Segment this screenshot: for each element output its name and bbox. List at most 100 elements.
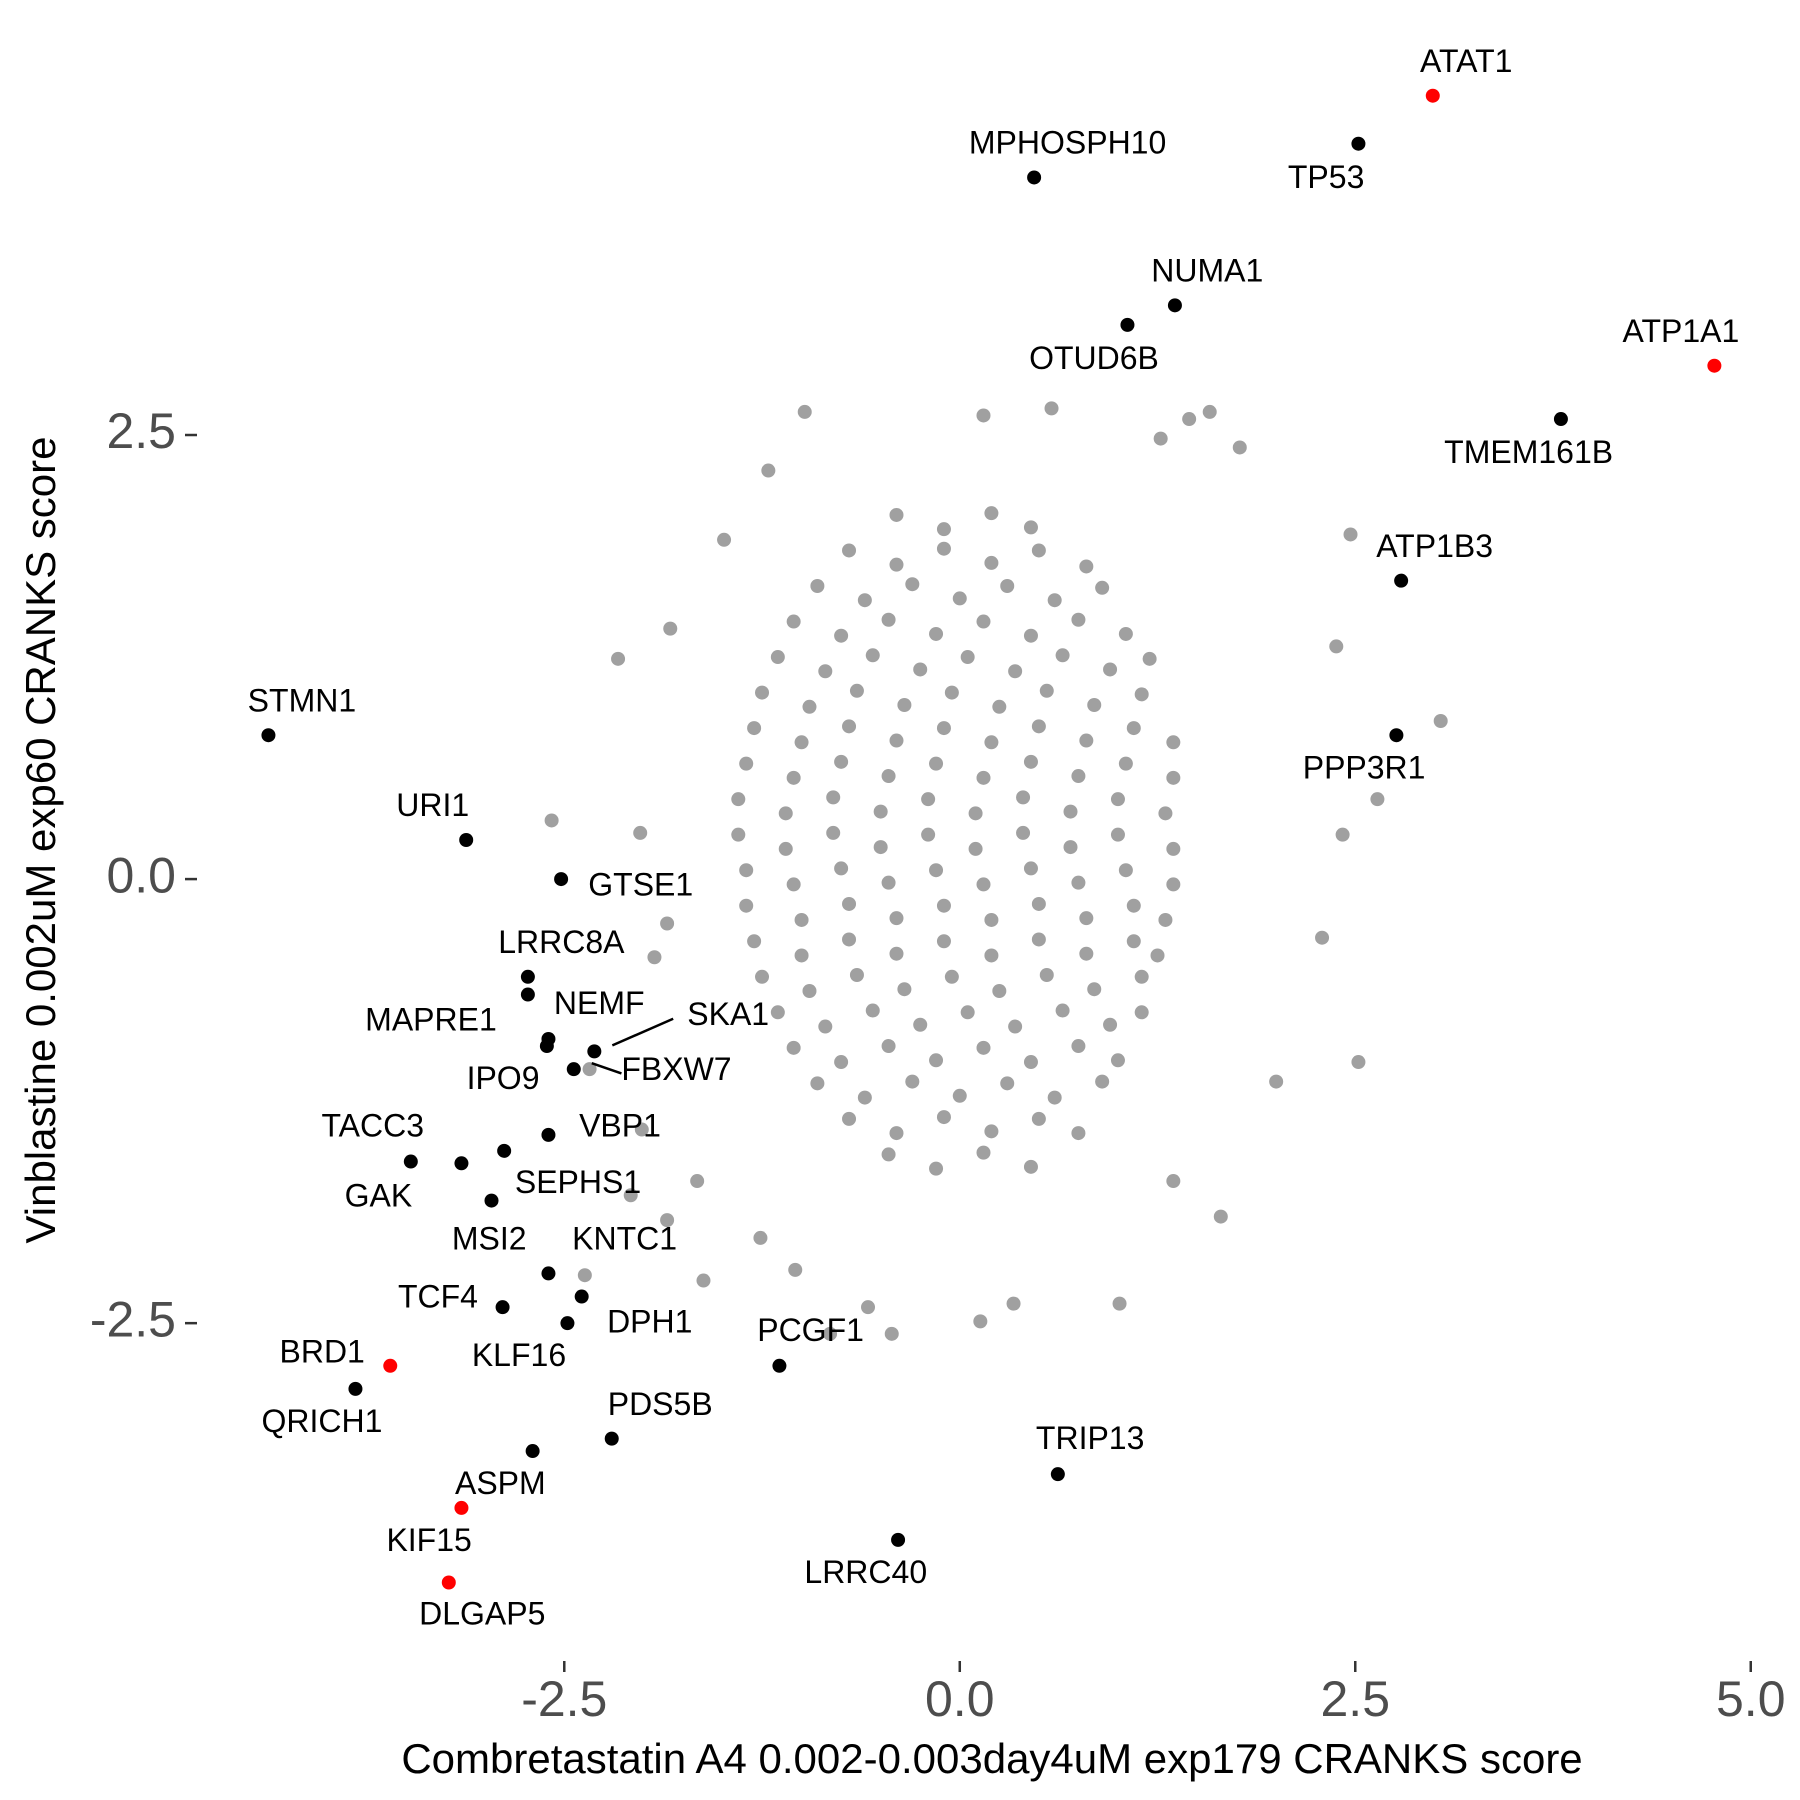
point	[889, 733, 904, 748]
point	[944, 969, 959, 984]
point-label: NUMA1	[1151, 252, 1263, 288]
point	[857, 1090, 872, 1105]
point	[1071, 1039, 1086, 1054]
point	[1031, 543, 1046, 558]
point	[1433, 713, 1448, 728]
point	[634, 1122, 649, 1137]
point	[1158, 806, 1173, 821]
point	[936, 898, 951, 913]
point-label: ATP1B3	[1376, 528, 1493, 564]
point	[1182, 412, 1197, 427]
point-label: PDS5B	[608, 1386, 713, 1422]
point	[1158, 912, 1173, 927]
point	[1118, 626, 1133, 641]
point	[786, 1040, 801, 1055]
point	[1079, 911, 1094, 926]
point	[936, 541, 951, 556]
point	[810, 578, 825, 593]
point-label: TMEM161B	[1444, 434, 1613, 470]
point-label: SEPHS1	[515, 1164, 641, 1200]
point	[1031, 1111, 1046, 1126]
point	[1213, 1209, 1228, 1224]
point	[544, 813, 559, 828]
point	[1016, 825, 1031, 840]
point	[842, 719, 857, 734]
point	[1126, 934, 1141, 949]
x-axis-title: Combretastatin A4 0.002-0.003day4uM exp1…	[401, 1735, 1582, 1782]
point	[913, 662, 928, 677]
highlight-point	[459, 833, 474, 848]
point	[823, 1326, 838, 1341]
highlight-point	[484, 1193, 499, 1208]
point	[849, 683, 864, 698]
point	[797, 404, 812, 419]
point	[623, 1188, 638, 1203]
point-label: KIF15	[386, 1522, 471, 1558]
point	[905, 1074, 920, 1089]
highlight-point	[1167, 298, 1182, 313]
point	[960, 1005, 975, 1020]
point-label: QRICH1	[262, 1403, 383, 1439]
leader-line	[611, 1017, 674, 1047]
y-tick-label: 0.0	[106, 847, 176, 903]
point	[802, 983, 817, 998]
point	[842, 896, 857, 911]
highlight-point	[560, 1316, 575, 1331]
point	[976, 877, 991, 892]
point	[1008, 1019, 1023, 1034]
point	[1166, 770, 1181, 785]
point	[1000, 578, 1015, 593]
point	[1039, 968, 1054, 983]
point	[818, 664, 833, 679]
point	[1039, 683, 1054, 698]
point	[696, 1273, 711, 1288]
point	[739, 898, 754, 913]
point	[1370, 792, 1385, 807]
point	[1044, 401, 1059, 416]
point-label: TP53	[1288, 159, 1364, 195]
point	[881, 612, 896, 627]
point	[973, 1314, 988, 1329]
point	[865, 1003, 880, 1018]
point	[794, 948, 809, 963]
highlight-point	[1120, 317, 1135, 332]
point	[1008, 664, 1023, 679]
point	[936, 522, 951, 537]
point	[992, 699, 1007, 714]
point	[1112, 1296, 1127, 1311]
point	[984, 912, 999, 927]
point-label: TRIP13	[1036, 1420, 1144, 1456]
highlight-point	[1027, 170, 1042, 185]
point	[1023, 520, 1038, 535]
x-tick-label: -2.5	[521, 1671, 607, 1727]
point	[1055, 1003, 1070, 1018]
leader-line	[591, 1061, 622, 1075]
highlight-point	[772, 1358, 787, 1373]
highlight-point	[261, 728, 276, 743]
point	[881, 1039, 896, 1054]
point	[897, 698, 912, 713]
point	[577, 1268, 592, 1283]
point	[936, 721, 951, 736]
point	[842, 543, 857, 558]
point	[881, 875, 896, 890]
point	[753, 1230, 768, 1245]
point-label: ASPM	[455, 1465, 546, 1501]
point	[984, 506, 999, 521]
highlight-point	[539, 1039, 554, 1054]
point-label: BRD1	[279, 1334, 364, 1370]
point	[802, 699, 817, 714]
point	[921, 792, 936, 807]
point	[1031, 932, 1046, 947]
point	[1047, 593, 1062, 608]
point-label: NEMF	[554, 985, 645, 1021]
highlight-point	[1707, 358, 1722, 373]
point-label: ATP1A1	[1623, 313, 1740, 349]
highlight-point	[454, 1500, 469, 1515]
highlight-point	[520, 987, 535, 1002]
point	[1087, 698, 1102, 713]
point	[913, 1017, 928, 1032]
point	[1269, 1074, 1284, 1089]
point	[944, 685, 959, 700]
